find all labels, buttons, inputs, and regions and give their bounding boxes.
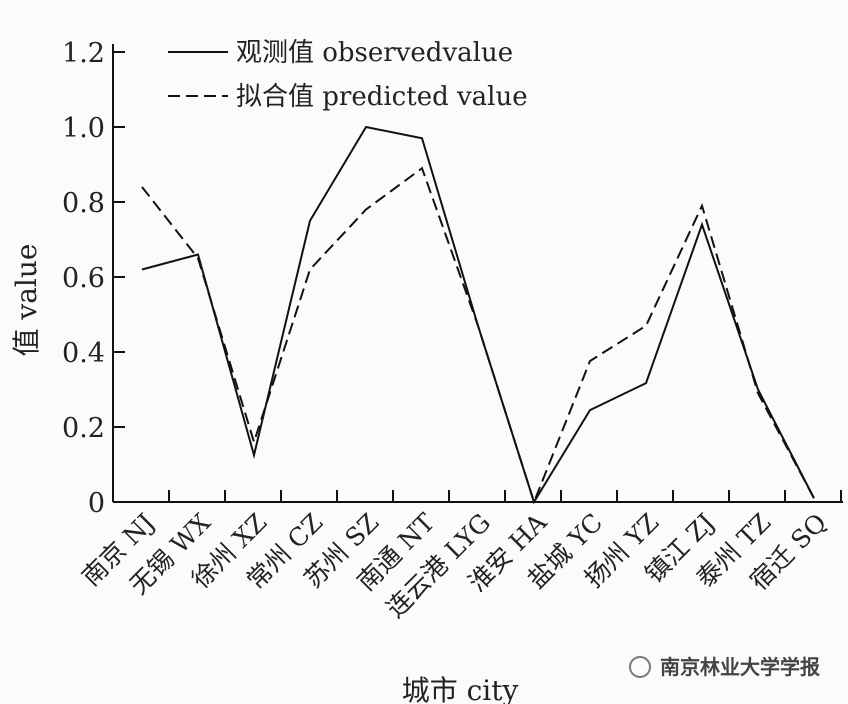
watermark: 南京林业大学学报 <box>629 655 820 679</box>
legend-label: 拟合值 predicted value <box>236 82 528 112</box>
watermark-icon <box>629 656 651 678</box>
y-tick-label: 0.2 <box>62 413 105 444</box>
legend-label: 观测值 observedvalue <box>236 38 513 68</box>
y-axis-label: 值 value <box>10 244 43 357</box>
y-tick-label: 0.6 <box>62 263 105 294</box>
watermark-text: 南京林业大学学报 <box>660 655 820 679</box>
y-tick-label: 1.0 <box>62 113 105 144</box>
legend: 观测值 observedvalue 拟合值 predicted value <box>168 38 528 112</box>
y-tick-label: 0.4 <box>62 338 105 369</box>
series-line-0 <box>141 125 815 505</box>
y-tick-label: 0.8 <box>62 188 105 219</box>
y-tick-label: 0 <box>88 488 105 519</box>
series-line-1 <box>141 166 815 505</box>
series-group <box>141 125 815 505</box>
y-tick-label: 1.2 <box>62 38 105 69</box>
x-axis-label: 城市 city <box>402 674 519 704</box>
